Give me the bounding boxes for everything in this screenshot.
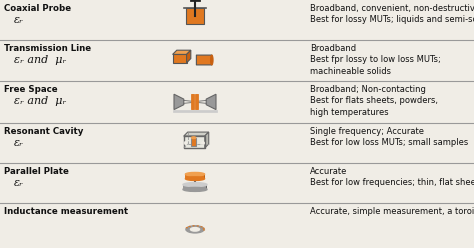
FancyBboxPatch shape <box>206 185 207 189</box>
Text: Single frequency; Accurate
Best for low loss MUTs; small samples: Single frequency; Accurate Best for low … <box>310 127 468 148</box>
FancyBboxPatch shape <box>184 136 205 148</box>
Ellipse shape <box>210 55 213 65</box>
Text: Accurate
Best for low frequencies; thin, flat sheets: Accurate Best for low frequencies; thin,… <box>310 167 474 187</box>
Text: εᵣ: εᵣ <box>14 178 24 188</box>
Polygon shape <box>205 132 209 148</box>
Text: Accurate, simple measurement, a toroidal core: Accurate, simple measurement, a toroidal… <box>310 207 474 216</box>
Text: εᵣ and  μᵣ: εᵣ and μᵣ <box>14 55 66 65</box>
Ellipse shape <box>200 226 202 227</box>
Text: Resonant Cavity: Resonant Cavity <box>4 127 83 136</box>
Ellipse shape <box>185 177 205 181</box>
FancyBboxPatch shape <box>191 138 196 146</box>
FancyBboxPatch shape <box>183 185 207 189</box>
FancyBboxPatch shape <box>186 7 204 24</box>
FancyBboxPatch shape <box>173 110 218 112</box>
Text: Transmission Line: Transmission Line <box>4 44 91 53</box>
Ellipse shape <box>185 172 205 176</box>
Text: εᵣ and  μᵣ: εᵣ and μᵣ <box>14 96 66 106</box>
Polygon shape <box>173 50 191 54</box>
Text: Broadband, convenient, non-destructive
Best for lossy MUTs; liquids and semi-sol: Broadband, convenient, non-destructive B… <box>310 4 474 25</box>
Ellipse shape <box>189 226 191 227</box>
FancyBboxPatch shape <box>204 174 205 179</box>
Polygon shape <box>174 94 184 110</box>
Text: Free Space: Free Space <box>4 85 58 94</box>
Polygon shape <box>187 50 191 63</box>
FancyBboxPatch shape <box>185 174 205 179</box>
Ellipse shape <box>186 226 204 233</box>
Polygon shape <box>184 132 209 136</box>
Text: Broadband
Best fpr lossy to low loss MUTs;
machineable solids: Broadband Best fpr lossy to low loss MUT… <box>310 44 441 76</box>
Ellipse shape <box>191 137 196 139</box>
Ellipse shape <box>203 229 205 230</box>
Text: εᵣ: εᵣ <box>14 15 24 25</box>
Circle shape <box>184 142 187 144</box>
FancyBboxPatch shape <box>173 54 187 63</box>
Text: Coaxial Probe: Coaxial Probe <box>4 4 71 13</box>
Ellipse shape <box>192 225 195 226</box>
Text: Inductance measurement: Inductance measurement <box>4 207 128 216</box>
Ellipse shape <box>183 187 207 191</box>
Ellipse shape <box>191 228 200 231</box>
Ellipse shape <box>183 183 207 186</box>
Text: εᵣ: εᵣ <box>14 138 24 148</box>
Ellipse shape <box>202 228 205 229</box>
Text: Broadband; Non-contacting
Best for flats sheets, powders,
high temperatures: Broadband; Non-contacting Best for flats… <box>310 85 438 117</box>
Circle shape <box>202 142 204 144</box>
Ellipse shape <box>197 225 199 226</box>
Text: Parallel Plate: Parallel Plate <box>4 167 69 176</box>
Ellipse shape <box>186 227 188 228</box>
Polygon shape <box>206 94 216 110</box>
FancyBboxPatch shape <box>196 55 212 65</box>
